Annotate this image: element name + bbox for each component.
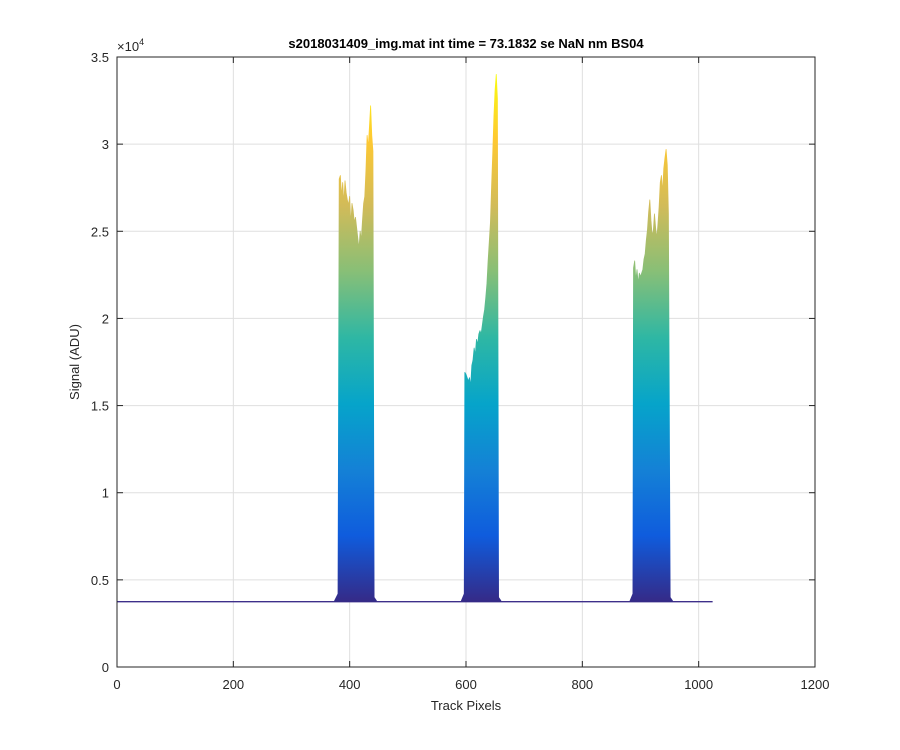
y-tick-label: 2.5 xyxy=(91,224,109,239)
x-axis-label: Track Pixels xyxy=(431,698,502,713)
y-axis-multiplier-exponent: 4 xyxy=(139,37,144,47)
y-axis-label: Signal (ADU) xyxy=(67,324,82,400)
peak-1 xyxy=(334,105,377,603)
x-tick-label: 600 xyxy=(455,677,477,692)
x-tick-label: 1200 xyxy=(801,677,830,692)
y-tick-label: 3 xyxy=(102,137,109,152)
data-marks xyxy=(117,74,713,603)
y-tick-label: 2 xyxy=(102,311,109,326)
y-axis-multiplier: ×104 xyxy=(117,37,144,54)
peak-3 xyxy=(629,148,673,603)
y-axis-multiplier-base: ×10 xyxy=(117,39,139,54)
y-tick-label: 1 xyxy=(102,486,109,501)
peak-2 xyxy=(460,74,502,603)
y-tick-label: 3.5 xyxy=(91,50,109,65)
x-tick-label: 200 xyxy=(222,677,244,692)
x-axis: 0 200 400 600 800 1000 1200 xyxy=(113,57,829,692)
x-tick-label: 1000 xyxy=(684,677,713,692)
y-tick-label: 0.5 xyxy=(91,573,109,588)
y-axis: 0 0.5 1 1.5 2 2.5 3 3.5 xyxy=(91,50,815,675)
y-tick-label: 0 xyxy=(102,660,109,675)
x-tick-label: 0 xyxy=(113,677,120,692)
chart-title: s2018031409_img.mat int time = 73.1832 s… xyxy=(288,36,644,51)
y-tick-label: 1.5 xyxy=(91,399,109,414)
x-tick-label: 800 xyxy=(571,677,593,692)
x-tick-label: 400 xyxy=(339,677,361,692)
